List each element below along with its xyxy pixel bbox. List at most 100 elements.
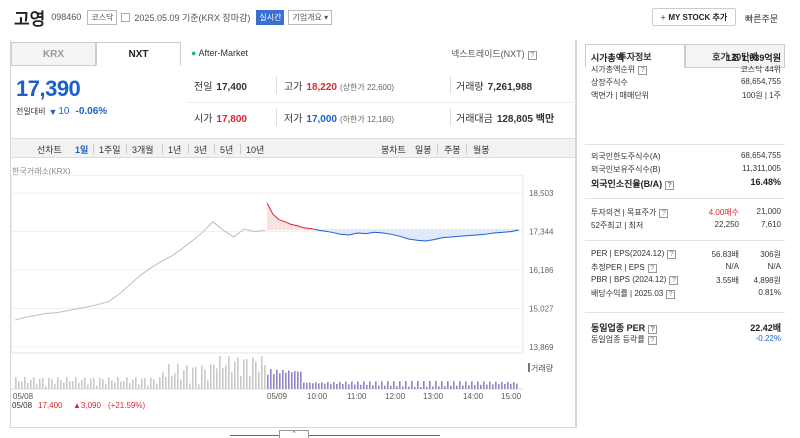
help-icon[interactable]: ? [527, 51, 537, 60]
divider [466, 144, 467, 154]
volume-bar [159, 377, 161, 389]
help-icon[interactable]: ? [667, 250, 677, 259]
help-icon[interactable]: ? [665, 181, 675, 190]
w52-high-value: 22,250 [714, 220, 739, 229]
dividend-label: 배당수익률 | 2025.03? [591, 288, 676, 299]
volume-bar [297, 371, 299, 389]
market-badge: 코스닥 [87, 9, 118, 25]
help-icon[interactable]: ? [638, 66, 648, 75]
volume-bar [471, 381, 473, 389]
volume-bar [267, 374, 269, 389]
tab-krx[interactable]: KRX [11, 42, 96, 66]
volume-bar [273, 374, 275, 389]
status-dot-icon: ● [191, 48, 197, 58]
volume-bar [120, 381, 122, 389]
candle-weekly[interactable]: 주봉 [444, 145, 461, 155]
volume-bar [336, 383, 338, 389]
period-1y[interactable]: 1년 [168, 145, 182, 155]
volume-bar [219, 356, 221, 389]
period-1d[interactable]: 1일 [75, 145, 89, 155]
help-icon[interactable]: ? [669, 276, 679, 285]
foreign-rate-value: 16.48% [750, 177, 781, 187]
volume-bar [51, 378, 53, 389]
volume-bar [60, 380, 62, 389]
company-overview-dropdown[interactable]: 기업개요 ▾ [288, 9, 333, 25]
shares-label: 상장주식수 [591, 78, 628, 87]
volume-bar [183, 370, 185, 389]
volume-bar [321, 382, 323, 389]
x-tick-label: 11:00 [347, 392, 367, 401]
help-icon[interactable]: ? [666, 290, 676, 299]
period-10y[interactable]: 10년 [246, 145, 265, 155]
copy-icon[interactable] [121, 12, 131, 22]
volume-bar [384, 385, 386, 389]
foreign-limit-label: 외국인한도주식수(A) [591, 152, 661, 161]
candle-daily[interactable]: 일봉 [415, 145, 432, 155]
divider [585, 198, 785, 199]
quick-order-button[interactable]: 빠른주문 [745, 14, 779, 24]
foreign-hold-value: 11,311,005 [742, 164, 781, 173]
help-icon[interactable]: ? [647, 336, 657, 345]
volume-bar [210, 364, 212, 389]
basis-date: 2025.05.09 기준(KRX 장마감) [134, 12, 251, 23]
volume-bar [387, 381, 389, 389]
per-label-text: PER | EPS(2024.12) [591, 249, 665, 258]
realtime-badge[interactable]: 실시간 [256, 9, 285, 25]
chart-background [11, 175, 575, 425]
volume-bar [123, 380, 125, 389]
volume-bar [189, 383, 191, 389]
chart-source: 한국거래소(KRX) [12, 167, 71, 176]
volume-bar [117, 377, 119, 389]
volume: 거래량 7,261,988 [456, 78, 532, 93]
tab-investment-info[interactable]: 투자정보 [585, 44, 685, 68]
period-3y[interactable]: 3년 [194, 145, 208, 155]
volume-legend-mark [528, 363, 530, 372]
dividend-row: 배당수익률 | 2025.03? 0.81% [591, 287, 781, 300]
change-label: 전일대비 [16, 107, 46, 116]
candle-monthly[interactable]: 월봉 [473, 145, 490, 155]
volume-bar [393, 381, 395, 389]
volume-bar [357, 381, 359, 389]
volume-bar [285, 372, 287, 389]
volume-bars [11, 356, 523, 390]
volume-bar [21, 381, 23, 389]
volume-bar [480, 384, 482, 389]
change-percent: -0.06% [75, 106, 108, 117]
pbr-label: PBR | BPS (2024.12)? [591, 275, 679, 285]
prev-day-date: 05/08 [12, 401, 33, 410]
help-icon[interactable]: ? [648, 325, 658, 334]
volume-bar [438, 386, 440, 389]
volume-bar [213, 364, 215, 389]
tab-nxt[interactable]: NXT [96, 42, 181, 66]
foreign-rate-label: 외국인소진율(B/A)? [591, 177, 675, 190]
help-icon[interactable]: ? [647, 264, 657, 273]
volume-bar [354, 384, 356, 389]
y-axis-ticks: 18,503 17,344 16,186 15,027 13,869 [529, 189, 554, 352]
volume-bar [432, 386, 434, 389]
volume-bar [426, 386, 428, 389]
help-icon[interactable]: ? [659, 209, 669, 218]
tab-orderbook[interactable]: 호가 10단계 [685, 44, 785, 68]
collapse-toggle[interactable]: ⌃ [279, 430, 309, 438]
add-mystock-button[interactable]: + MY STOCK 추가 [652, 8, 736, 26]
info-group-5: 동일업종 PER? 22.42배 동일업종 등락률? -0.22% [591, 320, 781, 346]
volume-bar [165, 376, 167, 389]
volume-bar [456, 385, 458, 389]
volume-bar [282, 369, 284, 389]
volume-bar [207, 380, 209, 389]
period-3m[interactable]: 3개월 [132, 145, 154, 155]
volume-bar [156, 383, 158, 389]
dividend-label-text: 배당수익률 | 2025.03 [591, 289, 664, 298]
volume-bar [315, 382, 317, 389]
period-1w[interactable]: 1주일 [99, 145, 121, 155]
volume-bar [468, 385, 470, 389]
volume-bar [27, 382, 29, 389]
period-5y[interactable]: 5년 [220, 145, 234, 155]
volume-bar [312, 383, 314, 389]
y-tick-label: 16,186 [529, 266, 554, 275]
volume-bar [390, 385, 392, 389]
volume-bar [204, 369, 206, 389]
chevron-up-icon: ⌃ [291, 431, 297, 438]
divider [276, 108, 277, 126]
